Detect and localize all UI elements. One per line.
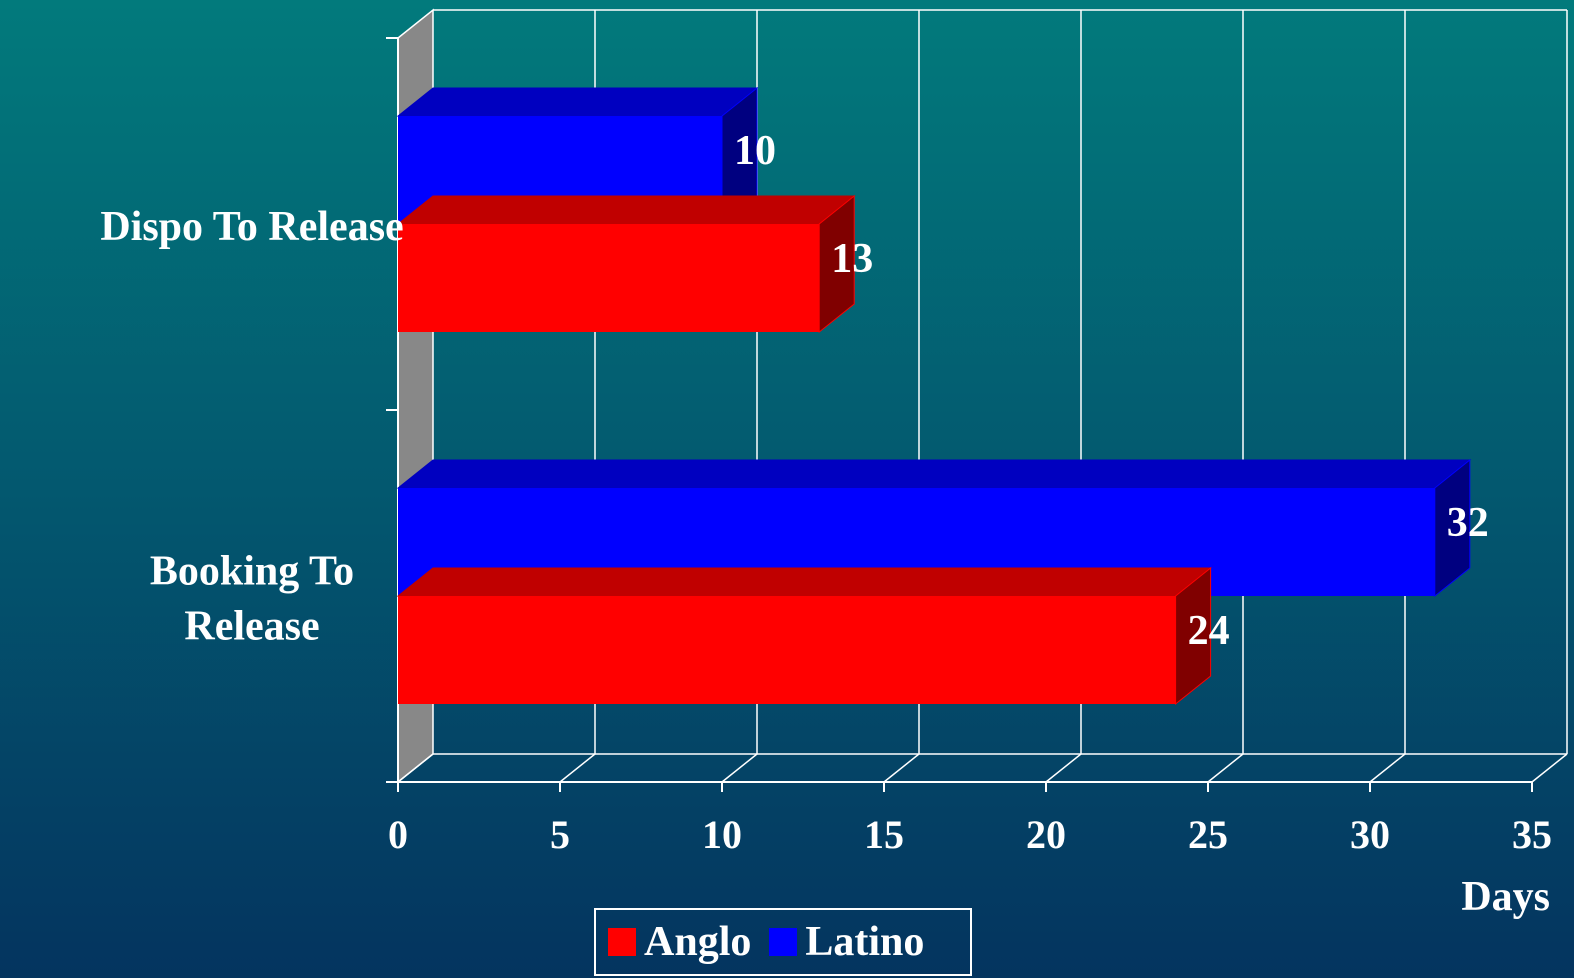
floor-gridline (1045, 753, 1082, 783)
data-label-latino-1: 10 (734, 128, 776, 174)
bar-top-latino-2 (396, 459, 1472, 489)
bar-anglo-1 (398, 224, 820, 332)
data-label-anglo-2: 24 (1188, 608, 1230, 654)
x-tick-label: 25 (1188, 812, 1228, 857)
x-tick-label: 35 (1512, 812, 1552, 857)
floor-gridline (721, 753, 758, 783)
legend-item-latino: Latino (769, 921, 924, 963)
bar-top-anglo-2 (396, 567, 1213, 597)
floor-gridline (883, 753, 920, 783)
x-tick-label: 20 (1026, 812, 1066, 857)
category-label: Booking To (150, 549, 354, 595)
x-tick-label: 5 (550, 812, 570, 857)
x-axis-title: Days (1461, 874, 1550, 920)
floor-gridline (1531, 753, 1568, 783)
category-label: Dispo To Release (100, 204, 403, 250)
bar-top-latino-1 (396, 87, 759, 117)
legend-swatch-latino (769, 928, 798, 956)
bar-top-anglo-1 (396, 195, 856, 225)
legend-item-anglo: Anglo (608, 921, 751, 963)
legend: Anglo Latino (594, 908, 972, 976)
category-label: Release (184, 604, 319, 650)
x-tick-label: 0 (388, 812, 408, 857)
floor-gridline (1369, 753, 1406, 783)
x-tick-label: 30 (1350, 812, 1390, 857)
data-label-latino-2: 32 (1447, 500, 1489, 546)
floor-gridline (1207, 753, 1244, 783)
floor-gridline (397, 753, 434, 783)
x-tick-label: 15 (864, 812, 904, 857)
legend-label-latino: Latino (805, 919, 925, 965)
legend-label-anglo: Anglo (644, 919, 752, 965)
x-tick-label: 10 (702, 812, 742, 857)
floor-gridline (559, 753, 596, 783)
data-label-anglo-1: 13 (831, 236, 873, 282)
bar-anglo-2 (398, 596, 1176, 704)
legend-swatch-anglo (608, 928, 636, 956)
